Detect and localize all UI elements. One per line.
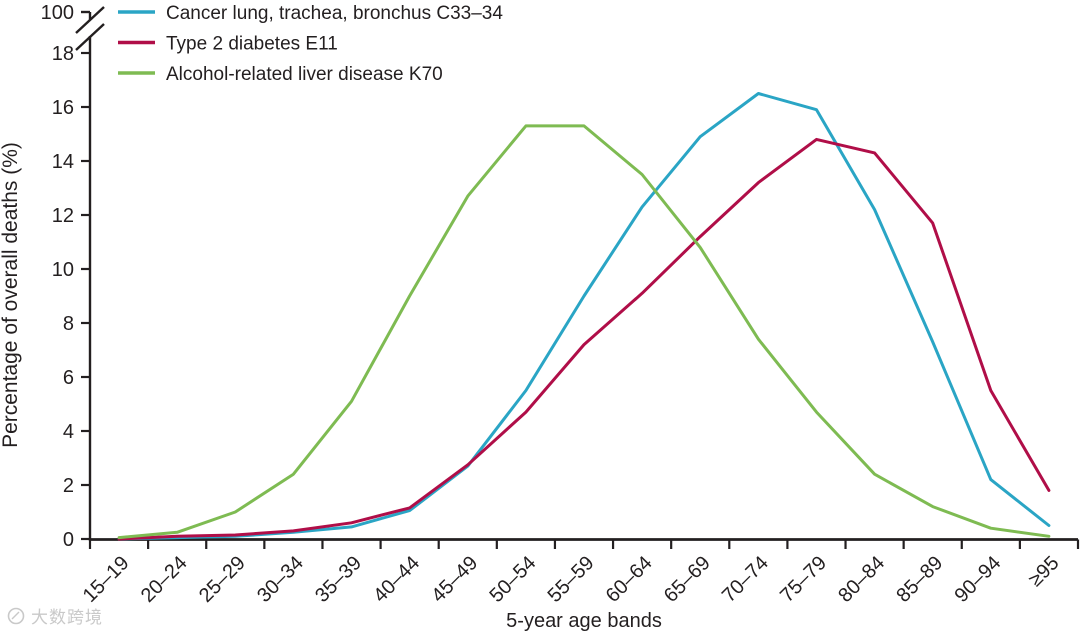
watermark: 大数跨境 bbox=[6, 603, 103, 628]
x-category-label: 35–39 bbox=[311, 552, 366, 607]
x-category-label: 55–59 bbox=[544, 552, 599, 607]
y-tick-label: 8 bbox=[63, 313, 74, 335]
x-category-label: 70–74 bbox=[718, 552, 773, 607]
y-tick-label: 10 bbox=[52, 259, 74, 281]
x-category-label: 25–29 bbox=[195, 552, 250, 607]
y-tick-label: 14 bbox=[52, 151, 74, 173]
legend-label: Type 2 diabetes E11 bbox=[166, 34, 338, 55]
y-tick-label: 12 bbox=[52, 205, 74, 227]
series-line bbox=[117, 92, 1051, 541]
x-category-label: 15–19 bbox=[79, 552, 134, 607]
watermark-text: 大数跨境 bbox=[31, 608, 103, 627]
x-category-label: 30–34 bbox=[253, 552, 308, 607]
x-category-label: 50–54 bbox=[486, 552, 541, 607]
x-category-label: 40–44 bbox=[369, 552, 424, 607]
legend: Cancer lung, trachea, bronchus C33–34 Typ… bbox=[118, 3, 503, 85]
y-tick-label: 2 bbox=[63, 475, 74, 497]
y-tick-label: 6 bbox=[63, 367, 74, 389]
x-category-label: 75–79 bbox=[776, 552, 831, 607]
x-category-label: 60–64 bbox=[602, 552, 657, 607]
watermark-logo-icon bbox=[7, 607, 25, 624]
x-category-label: 80–84 bbox=[834, 552, 889, 607]
y-axis-break-slash-lower bbox=[75, 23, 105, 51]
y-axis-ticks-group: 0 2 4 6 8 10 12 14 16 18 bbox=[52, 43, 90, 551]
x-category-label: ≥95 bbox=[1024, 552, 1063, 591]
series-lines-group bbox=[117, 92, 1051, 541]
legend-label: Alcohol-related liver disease K70 bbox=[166, 64, 443, 85]
x-category-label: 20–24 bbox=[137, 552, 192, 607]
series-line bbox=[117, 137, 1051, 541]
series-line bbox=[117, 124, 1051, 540]
x-axis-ticks-group: 15–19 20–24 25–29 30–34 35–39 40–44 45–49 50–54… bbox=[79, 539, 1080, 607]
y-tick-label: 18 bbox=[52, 43, 74, 65]
y-axis-break-slash-upper bbox=[75, 6, 105, 34]
legend-label: Cancer lung, trachea, bronchus C33–34 bbox=[166, 3, 503, 24]
x-category-label: 85–89 bbox=[892, 552, 947, 607]
y-axis-break-top-label: 100 bbox=[41, 2, 74, 24]
x-axis-title: 5-year age bands bbox=[506, 610, 662, 632]
x-category-label: 65–69 bbox=[660, 552, 715, 607]
y-tick-label: 0 bbox=[63, 529, 74, 551]
y-axis-title: Percentage of overall deaths (%) bbox=[0, 142, 22, 448]
y-tick-label: 4 bbox=[63, 421, 74, 443]
y-tick-label: 16 bbox=[52, 97, 74, 119]
x-category-label: 90–94 bbox=[950, 552, 1005, 607]
x-category-label: 45–49 bbox=[427, 552, 482, 607]
